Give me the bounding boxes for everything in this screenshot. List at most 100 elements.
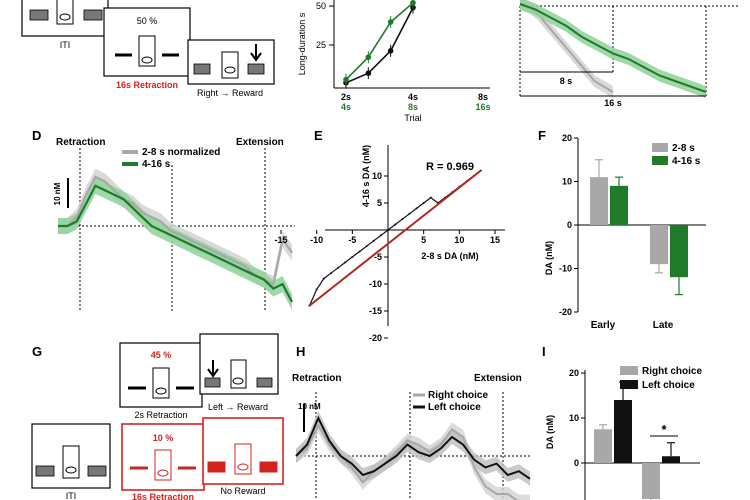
e-point	[351, 256, 354, 258]
lever-right	[247, 63, 265, 75]
e-point	[344, 261, 347, 264]
d-series-group	[58, 168, 293, 310]
e-point	[315, 288, 318, 291]
i-y-tick-label: 20	[569, 368, 579, 378]
port-cup	[232, 377, 244, 385]
i-bar-gray	[594, 429, 612, 463]
lever-left	[204, 377, 221, 388]
c-top-point	[365, 54, 372, 60]
e-point	[401, 218, 404, 221]
e-point	[415, 207, 418, 210]
f-bar-gray	[590, 177, 608, 225]
e-point	[379, 234, 382, 237]
e-point	[337, 266, 340, 269]
lever-left	[29, 9, 49, 21]
panel-letter-f: F	[538, 128, 546, 143]
x-tick-black: 2s	[341, 92, 351, 102]
panel-letter-i: I	[542, 344, 546, 359]
c-top-point	[365, 70, 372, 76]
legend-label: Right choice	[642, 366, 702, 377]
event-label-retraction: Retraction	[56, 137, 105, 148]
f-y-tick-label: 20	[562, 133, 572, 143]
y-tick-label: 50	[316, 1, 326, 11]
e-y-tick-label: 5	[377, 198, 382, 208]
retraction-percent: 50 %	[137, 16, 158, 26]
lever-right	[83, 9, 103, 21]
c-top-line-black	[345, 7, 414, 84]
no-reward-label: No Reward	[220, 486, 265, 496]
chart-h: H Retraction Extension 10 nM Right choic…	[292, 344, 531, 500]
i-bar-gray	[642, 463, 660, 499]
h-series-group	[295, 411, 531, 500]
category-label: Late	[653, 320, 674, 331]
c-top-point	[387, 19, 394, 25]
d-band-green	[58, 177, 292, 310]
f-y-tick-label: 0	[567, 220, 572, 230]
port	[234, 443, 252, 475]
x-tick-green: 16s	[475, 102, 490, 112]
r-annotation: R = 0.969	[426, 161, 474, 173]
e-x-tick-label: 10	[454, 235, 464, 245]
e-y-tick-label: -5	[374, 252, 382, 262]
e-y-tick-label: -20	[369, 333, 382, 343]
retraction-chamber	[103, 7, 191, 77]
lever-right	[256, 377, 273, 388]
lever-right	[259, 461, 278, 473]
chart-c-right: 8 s 16 s	[519, 0, 740, 108]
e-trend-line	[308, 169, 482, 307]
iti-label: ITI	[60, 40, 71, 50]
e-point	[408, 212, 411, 215]
i-bar-black	[662, 456, 680, 463]
e-ticks-group: -15 -10 -5 5 10 15 10 5 -5 -10 -15 -20	[274, 171, 500, 343]
x-tick-black: 8s	[478, 92, 488, 102]
x-axis-label: 2-8 s DA (nM)	[421, 251, 478, 261]
chart-d: D Retraction Extension 10 nM 2-8 s norma…	[32, 128, 295, 312]
i-y-tick-label: 0	[574, 458, 579, 468]
port-cup	[224, 66, 236, 74]
panel-letter-e: E	[314, 128, 323, 143]
c-top-point	[343, 76, 349, 83]
port-cup	[157, 469, 169, 477]
x-tick-green: 4s	[341, 102, 351, 112]
c-top-series-group	[343, 0, 416, 89]
y-tick-label: 25	[316, 40, 326, 50]
no-reward-chamber	[202, 417, 284, 485]
i-bar-black	[614, 400, 632, 463]
f-bar-gray	[650, 225, 668, 265]
percent-2s: 45 %	[151, 350, 172, 360]
press-arrow-icon	[207, 360, 219, 378]
scale-bar-label: 10 nM	[53, 182, 62, 205]
c-right-line-green	[519, 3, 707, 93]
legend-label: 2-8 s normalized	[142, 147, 220, 158]
reward-chamber	[187, 39, 275, 85]
label-16s: 16s Retraction	[132, 492, 194, 500]
f-bar-green	[610, 185, 628, 225]
f-series-group: 20 10 0 -10 -20	[559, 133, 688, 317]
y-axis-label: DA (nM)	[545, 415, 555, 449]
lever-left	[207, 461, 226, 473]
iti-chamber	[31, 423, 111, 489]
task-schematic-g: G 45 % 2s Retraction Left → Reward ITI 1…	[31, 333, 284, 500]
port	[56, 0, 74, 25]
panel-letter-d: D	[32, 128, 41, 143]
chart-e: E -15 -10 -5 5 10 15 10 5 -5 -10 -15 -20 4-16 s DA …	[274, 128, 505, 343]
chart-i: I DA (nM) Right choice Left choice * 20 1…	[542, 344, 702, 500]
legend-label: Left choice	[642, 380, 695, 391]
e-point	[422, 202, 425, 204]
c-top-point	[410, 0, 416, 6]
percent-16s: 10 %	[153, 433, 174, 443]
e-point	[358, 250, 361, 253]
legend-swatch-gray	[620, 366, 638, 375]
c-top-point	[387, 48, 394, 54]
i-series-group: 20 10 0	[569, 368, 680, 500]
e-x-tick-label: -15	[274, 235, 287, 245]
e-y-tick-label: -10	[369, 279, 382, 289]
port-cup	[59, 13, 71, 21]
port	[221, 51, 239, 79]
e-y-tick-label: 10	[372, 171, 382, 181]
panel-letter-h: H	[296, 344, 305, 359]
e-x-tick-label: -10	[310, 235, 323, 245]
c-top-line-green	[345, 2, 414, 81]
e-point	[372, 239, 375, 242]
